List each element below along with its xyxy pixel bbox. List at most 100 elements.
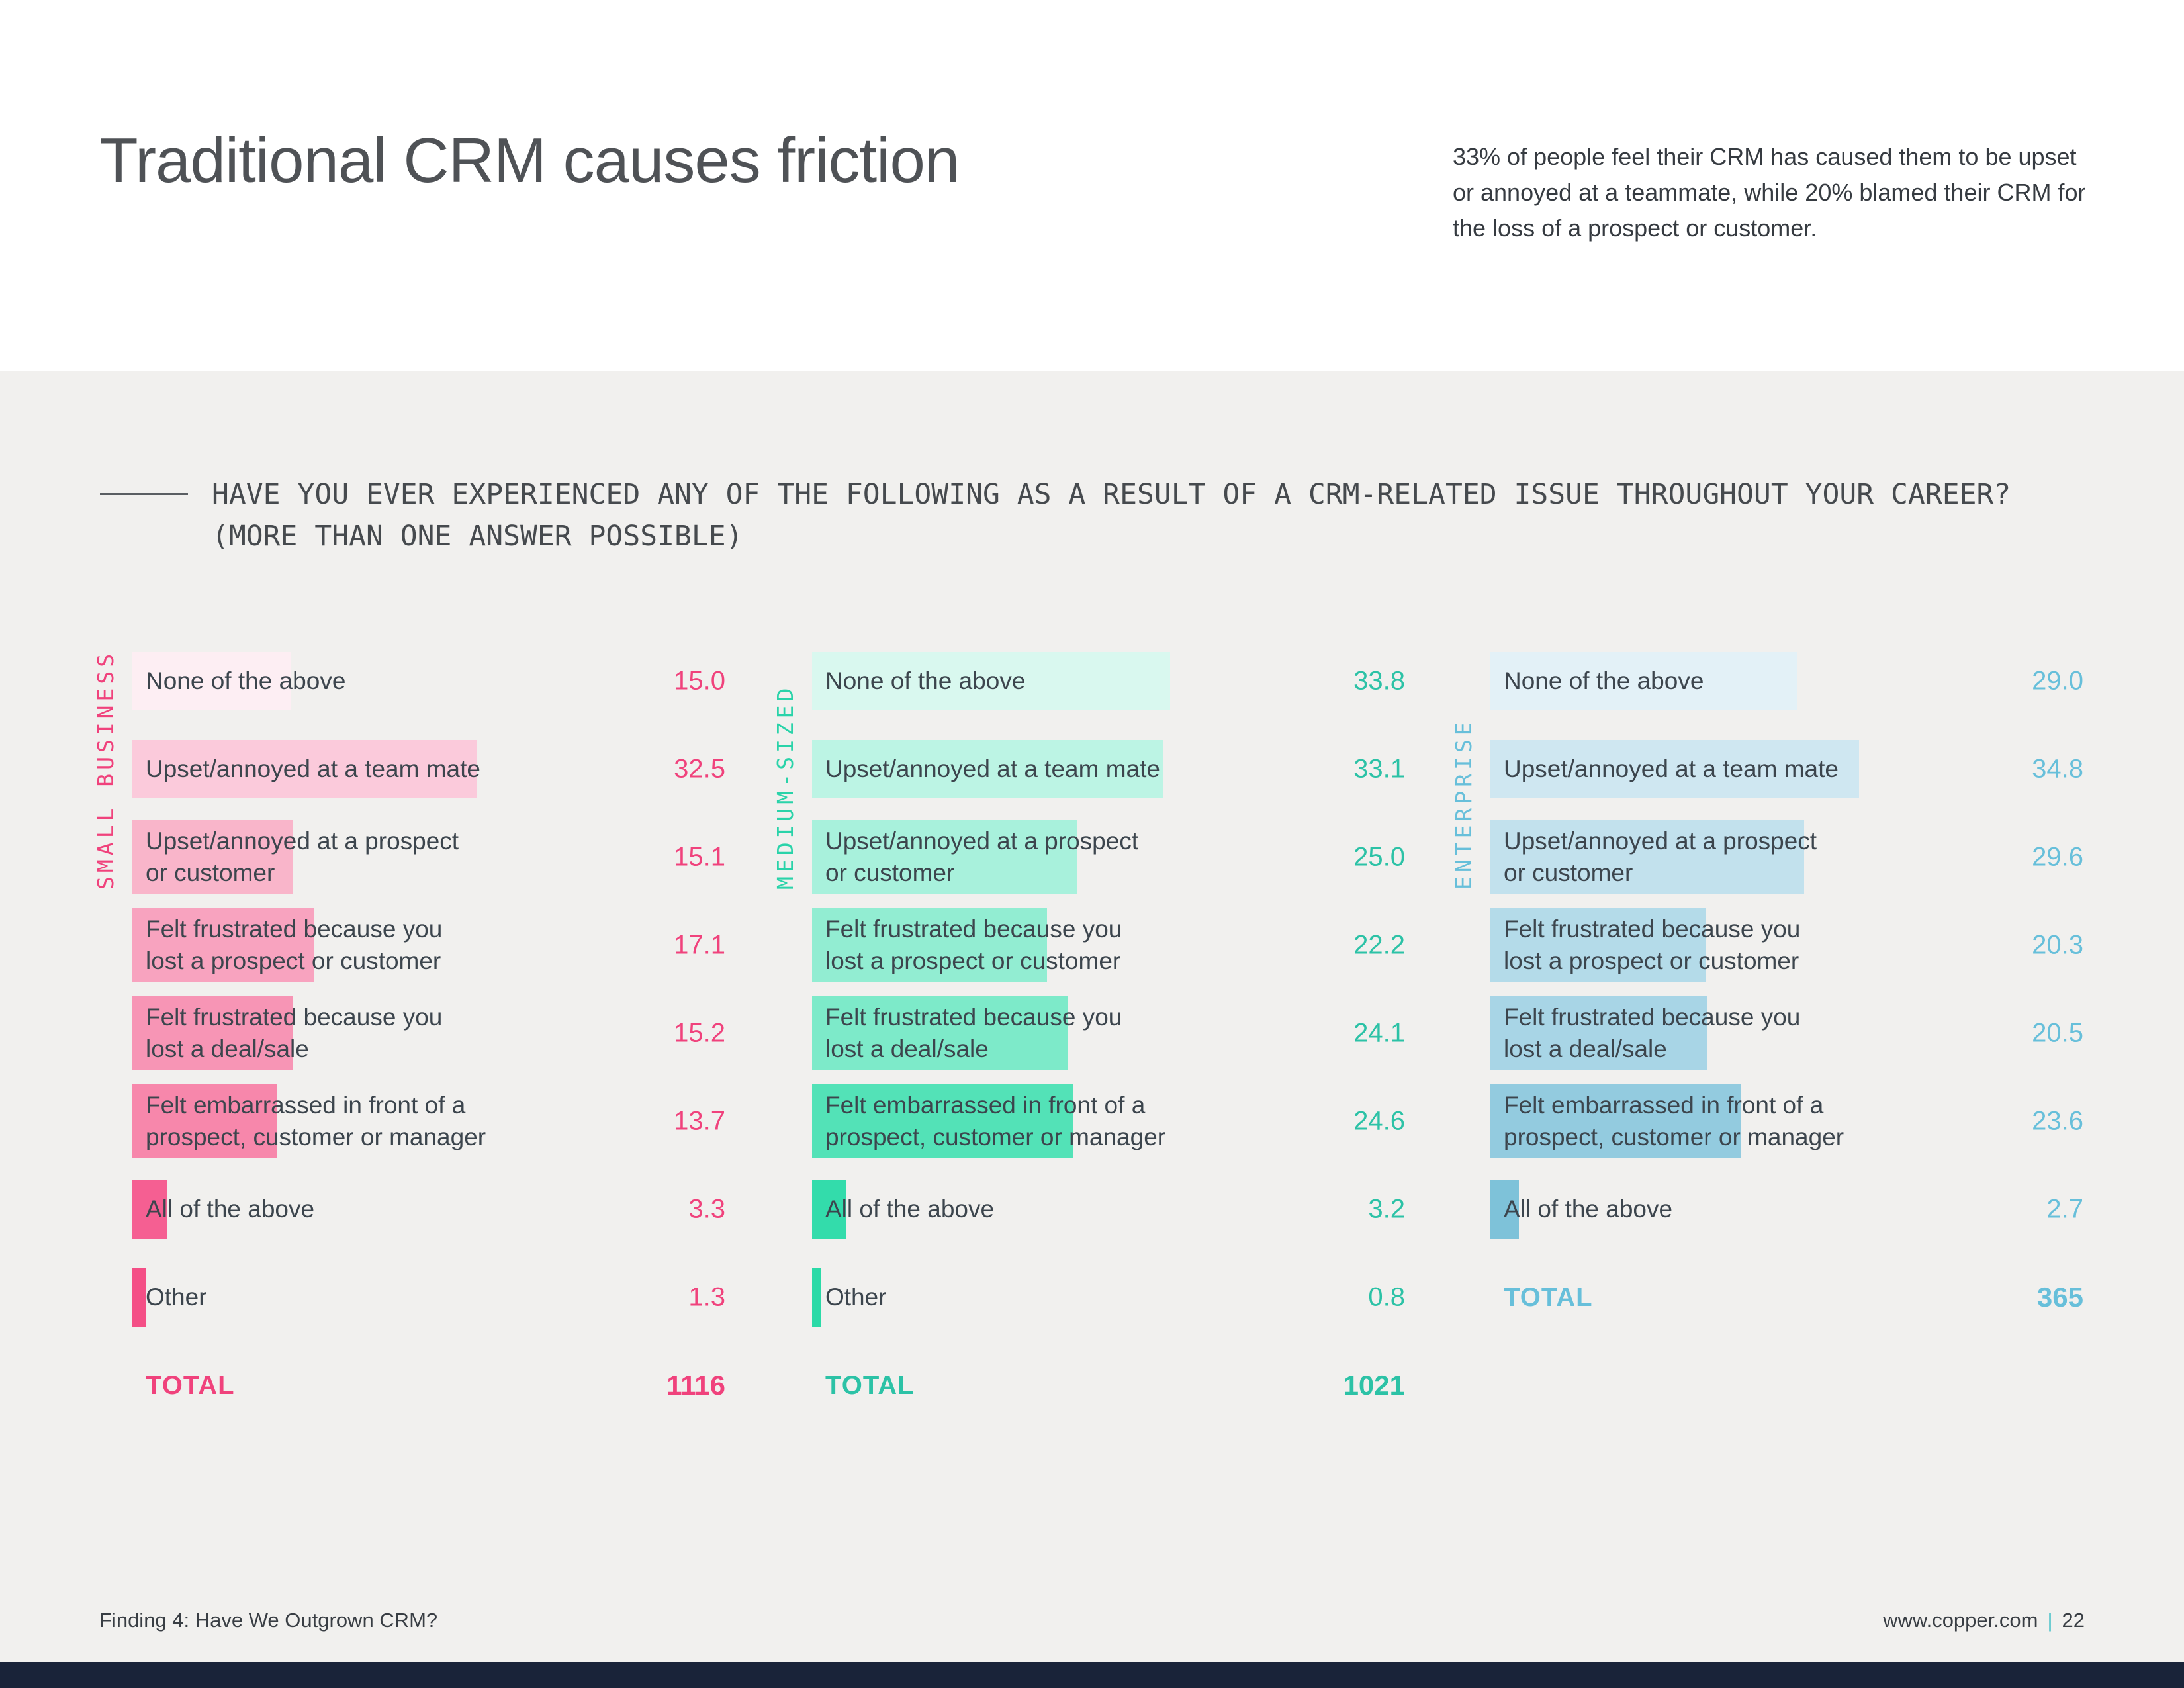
bar <box>812 651 1170 710</box>
chart-row: Felt frustrated because you lost a deal/… <box>1490 989 2083 1077</box>
chart-group-medium-sized: MEDIUM-SIZED None of the above 33.8 Upset/… <box>772 637 1405 1429</box>
row-value: 15.1 <box>674 842 725 871</box>
row-label: All of the above <box>825 1195 995 1223</box>
group-label-medium-sized: MEDIUM-SIZED <box>772 684 798 890</box>
row-value: 0.8 <box>1368 1282 1405 1311</box>
chart-row: Felt embarrassed in front of a prospect,… <box>1490 1077 2083 1165</box>
row-value: 29.6 <box>2032 842 2083 871</box>
question-line2: (MORE THAN ONE ANSWER POSSIBLE) <box>212 520 743 553</box>
bar <box>812 1268 821 1327</box>
group-label-enterprise: ENTERPRISE <box>1451 718 1477 890</box>
intro-text: 33% of people feel their CRM has caused … <box>1453 143 2086 242</box>
bar <box>132 908 314 982</box>
total-value: 1021 <box>1343 1369 1405 1401</box>
row-value: 24.1 <box>1353 1018 1405 1047</box>
bar <box>812 996 1068 1070</box>
chart-row: Upset/annoyed at a prospect or customer 2… <box>1490 813 2083 901</box>
row-label: Felt frustrated because you lost a deal/… <box>825 1003 1122 1062</box>
row-label: Felt frustrated because you lost a prosp… <box>825 915 1122 974</box>
question-rule <box>100 493 188 495</box>
chart-row: Felt frustrated because you lost a prosp… <box>1490 901 2083 989</box>
row-label: Upset/annoyed at a prospect or customer <box>1504 827 1817 886</box>
bar <box>1490 1180 1519 1239</box>
bottom-accent-bar <box>0 1662 2184 1688</box>
row-label: Felt frustrated because you lost a prosp… <box>1504 915 1801 974</box>
chart-row: None of the above 15.0 <box>132 637 725 725</box>
chart-row: All of the above 3.3 <box>132 1165 725 1253</box>
footer-finding-label: Finding 4: Have We Outgrown CRM? <box>99 1609 438 1632</box>
chart-row: Upset/annoyed at a team mate 34.8 <box>1490 725 2083 813</box>
chart-row: Other 0.8 <box>812 1253 1405 1341</box>
bar <box>1490 651 1797 710</box>
chart-row: Other 1.3 <box>132 1253 725 1341</box>
row-label: Upset/annoyed at a prospect or customer <box>825 827 1139 886</box>
bar <box>812 1084 1073 1158</box>
row-value: 15.2 <box>674 1018 725 1047</box>
row-value: 2.7 <box>2046 1194 2083 1223</box>
row-label: Felt embarrassed in front of a prospect,… <box>1504 1091 1844 1150</box>
row-label: All of the above <box>146 1195 315 1223</box>
bar <box>132 1268 146 1327</box>
chart-row: None of the above 33.8 <box>812 637 1405 725</box>
chart-row: Upset/annoyed at a prospect or customer 1… <box>132 813 725 901</box>
row-value: 24.6 <box>1353 1106 1405 1135</box>
row-label: Felt embarrassed in front of a prospect,… <box>825 1091 1166 1150</box>
row-value: 3.2 <box>1368 1194 1405 1223</box>
bar <box>812 820 1077 894</box>
row-label: Felt frustrated because you lost a prosp… <box>146 915 443 974</box>
bar <box>132 739 477 798</box>
row-label: Other <box>146 1283 207 1311</box>
row-value: 15.0 <box>674 666 725 695</box>
chart-group-enterprise: ENTERPRISE None of the above 29.0 Upset/an… <box>1451 637 2083 1341</box>
total-label: TOTAL <box>825 1370 915 1400</box>
row-label: Upset/annoyed at a team mate <box>1504 755 1839 782</box>
chart-row: Felt embarrassed in front of a prospect,… <box>812 1077 1405 1165</box>
bar <box>812 739 1163 798</box>
survey-question: HAVE YOU EVER EXPERIENCED ANY OF THE FOL… <box>100 474 2011 557</box>
chart-row: Upset/annoyed at a prospect or customer 2… <box>812 813 1405 901</box>
row-label: Upset/annoyed at a team mate <box>825 755 1160 782</box>
rows-medium-sized: None of the above 33.8 Upset/annoyed at a … <box>812 637 1405 1429</box>
total-label: TOTAL <box>146 1370 235 1400</box>
chart-row: None of the above 29.0 <box>1490 637 2083 725</box>
chart-row: Felt frustrated because you lost a prosp… <box>132 901 725 989</box>
bar <box>132 820 293 894</box>
bar <box>1490 739 1859 798</box>
row-value: 13.7 <box>674 1106 725 1135</box>
chart-row: Upset/annoyed at a team mate 33.1 <box>812 725 1405 813</box>
bar <box>1490 996 1707 1070</box>
footer-page-number: 22 <box>2062 1609 2085 1632</box>
row-value: 20.5 <box>2032 1018 2083 1047</box>
bar <box>132 1180 167 1239</box>
row-value: 33.1 <box>1353 754 1405 783</box>
rows-enterprise: None of the above 29.0 Upset/annoyed at a … <box>1490 637 2083 1341</box>
total-row: TOTAL 1021 <box>812 1341 1405 1429</box>
row-value: 23.6 <box>2032 1106 2083 1135</box>
footer-divider: | <box>2047 1609 2053 1632</box>
row-value: 1.3 <box>688 1282 725 1311</box>
row-value: 34.8 <box>2032 754 2083 783</box>
footer-site-url: www.copper.com <box>1883 1609 2038 1632</box>
row-label: None of the above <box>146 667 346 694</box>
row-label: None of the above <box>825 667 1026 694</box>
chart-row: Felt frustrated because you lost a prosp… <box>812 901 1405 989</box>
chart-row: Felt frustrated because you lost a deal/… <box>132 989 725 1077</box>
row-value: 33.8 <box>1353 666 1405 695</box>
row-value: 17.1 <box>674 930 725 959</box>
row-value: 3.3 <box>688 1194 725 1223</box>
group-label-small-business: SMALL BUSINESS <box>93 649 118 890</box>
chart-panel <box>0 371 2184 1662</box>
total-value: 365 <box>2036 1281 2083 1313</box>
row-label: Felt frustrated because you lost a deal/… <box>146 1003 443 1062</box>
chart-row: All of the above 2.7 <box>1490 1165 2083 1253</box>
row-value: 25.0 <box>1353 842 1405 871</box>
row-value: 22.2 <box>1353 930 1405 959</box>
row-value: 32.5 <box>674 754 725 783</box>
bar <box>132 996 293 1070</box>
total-row: TOTAL 365 <box>1490 1253 2083 1341</box>
chart-row: Felt embarrassed in front of a prospect,… <box>132 1077 725 1165</box>
chart-row: Upset/annoyed at a team mate 32.5 <box>132 725 725 813</box>
rows-small-business: None of the above 15.0 Upset/annoyed at a … <box>132 637 725 1429</box>
row-label: Felt embarrassed in front of a prospect,… <box>146 1091 486 1150</box>
chart-group-small-business: SMALL BUSINESS None of the above 15.0 Upse… <box>93 637 725 1429</box>
